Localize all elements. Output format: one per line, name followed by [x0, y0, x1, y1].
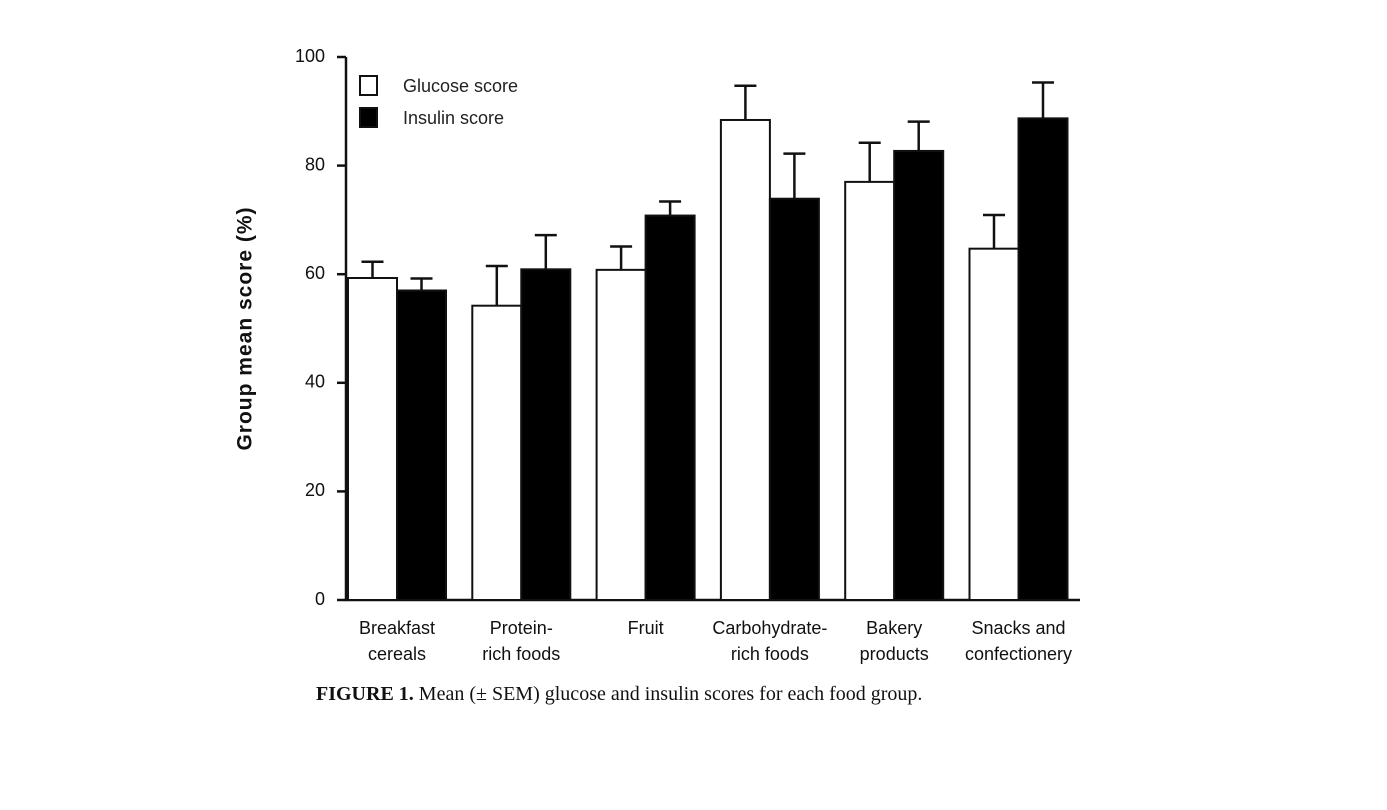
x-tick-label-0: Breakfast cereals	[359, 618, 435, 664]
bar-glucose-4	[844, 180, 896, 601]
bar-chart: Group mean score (%) 0 20 40 60 80 100 Breakf…	[234, 46, 1080, 664]
bar-insulin-2	[644, 214, 696, 601]
x-tick-label-line: Carbohydrate-	[712, 618, 827, 638]
x-tick-label-line: Fruit	[628, 618, 664, 638]
x-tick-label-line: rich foods	[731, 644, 809, 664]
x-tick-label-line: confectionery	[965, 644, 1072, 664]
x-tick-label-4: Bakery products	[860, 618, 929, 664]
bar-insulin-5	[1017, 117, 1069, 601]
legend-swatch-1	[359, 107, 378, 128]
legend-swatch-0	[359, 75, 378, 96]
legend-label-1: Insulin score	[403, 108, 504, 128]
x-tick-label-line: rich foods	[482, 644, 560, 664]
x-tick-label-line: Bakery	[866, 618, 922, 638]
y-tick-label-20: 20	[305, 480, 325, 500]
x-tick-label-5: Snacks and confectionery	[965, 618, 1072, 664]
bar-insulin-3	[768, 197, 820, 602]
figure-caption: FIGURE 1. Mean (± SEM) glucose and insul…	[316, 683, 922, 706]
bar-insulin-4	[893, 149, 945, 601]
legend-label-0: Glucose score	[403, 76, 518, 96]
bars	[347, 81, 1069, 602]
legend: Glucose score Insulin score	[359, 75, 518, 128]
y-axis-label-group: Group mean score (%)	[234, 206, 257, 450]
y-axis-label: Group mean score (%)	[234, 206, 257, 450]
bar-glucose-1	[471, 304, 523, 601]
y-tick-label-60: 60	[305, 263, 325, 283]
x-tick-label-line: products	[860, 644, 929, 664]
bar-glucose-5	[968, 247, 1020, 602]
bar-glucose-2	[595, 268, 647, 601]
y-tick-label-40: 40	[305, 372, 325, 392]
x-tick-label-line: cereals	[368, 644, 426, 664]
bar-glucose-0	[347, 277, 398, 601]
y-axis: 0 20 40 60 80 100	[295, 46, 348, 609]
x-axis: Breakfast cereals Protein-rich foods Fruit C…	[345, 598, 1080, 664]
bar-insulin-0	[396, 289, 447, 601]
y-tick-label-80: 80	[305, 154, 325, 174]
x-tick-label-3: Carbohydrate-rich foods	[712, 618, 827, 664]
x-tick-label-line: Breakfast	[359, 618, 435, 638]
y-tick-label-0: 0	[315, 589, 325, 609]
bar-insulin-1	[520, 268, 572, 601]
caption-label: FIGURE 1.	[316, 683, 414, 705]
caption-text: Mean (± SEM) glucose and insulin scores …	[413, 683, 923, 705]
bar-glucose-3	[719, 118, 771, 601]
x-tick-label-2: Fruit	[628, 618, 664, 638]
x-tick-label-line: Protein-	[490, 618, 553, 638]
x-tick-label-1: Protein-rich foods	[482, 618, 560, 664]
y-tick-label-100: 100	[295, 46, 325, 66]
x-tick-label-line: Snacks and	[971, 618, 1065, 638]
